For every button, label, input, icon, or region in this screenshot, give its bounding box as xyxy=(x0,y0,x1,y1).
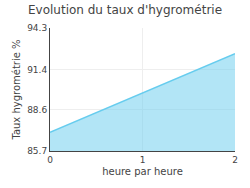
svg-text:91.4: 91.4 xyxy=(27,65,47,75)
svg-text:85.7: 85.7 xyxy=(27,146,47,156)
svg-text:heure par heure: heure par heure xyxy=(102,166,183,177)
svg-text:Taux hygrométrie %: Taux hygrométrie % xyxy=(11,39,22,140)
svg-text:2: 2 xyxy=(232,155,238,165)
svg-text:0: 0 xyxy=(47,155,53,165)
svg-text:1: 1 xyxy=(140,155,146,165)
svg-text:Evolution du taux d'hygrométri: Evolution du taux d'hygrométrie xyxy=(28,3,222,17)
svg-text:88.6: 88.6 xyxy=(27,105,47,115)
svg-text:94.3: 94.3 xyxy=(27,23,47,33)
